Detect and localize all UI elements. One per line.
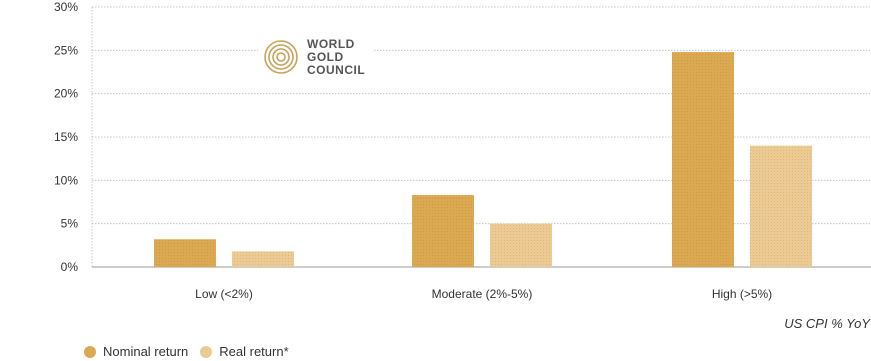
legend-label-real: Real return* [219,344,289,359]
y-tick-label: 25% [54,43,78,57]
y-tick-label: 20% [54,87,78,101]
bar-real-1 [490,223,552,267]
world-gold-council-logo: WORLD GOLD COUNCIL [258,36,374,78]
y-tick-label: 0% [61,260,79,274]
bar-nominal-0 [154,239,216,267]
legend-item-nominal: Nominal return [84,344,188,359]
y-tick-label: 10% [54,173,78,187]
grid-lines [91,6,871,268]
bars [154,52,812,267]
x-axis-label: US CPI % YoY [784,316,871,331]
bar-real-0 [232,251,294,267]
x-axis-categories: Low (<2%) Moderate (2%-5%) High (>5%) [195,287,772,301]
y-tick-label: 5% [61,217,79,231]
logo-text-line-3: COUNCIL [307,63,365,77]
legend-swatch-nominal [84,345,96,358]
y-tick-label: 15% [54,130,78,144]
bar-nominal-1 [412,195,474,267]
bar-real-2 [750,145,812,267]
legend-item-real: Real return* [200,344,289,359]
legend-label-nominal: Nominal return [103,344,189,359]
y-tick-label: 30% [54,0,78,14]
x-category-label: High (>5%) [712,287,772,301]
legend: Nominal return Real return* [84,344,301,359]
logo-rings-icon [264,40,298,74]
x-category-label: Low (<2%) [195,287,253,301]
bar-nominal-2 [672,52,734,267]
logo-text-line-2: GOLD [307,50,344,64]
legend-swatch-real [200,345,213,358]
y-axis-ticks: 0% 5% 10% 15% 20% 25% 30% [54,0,78,274]
x-category-label: Moderate (2%-5%) [432,287,533,301]
logo-text-line-1: WORLD [307,37,355,51]
